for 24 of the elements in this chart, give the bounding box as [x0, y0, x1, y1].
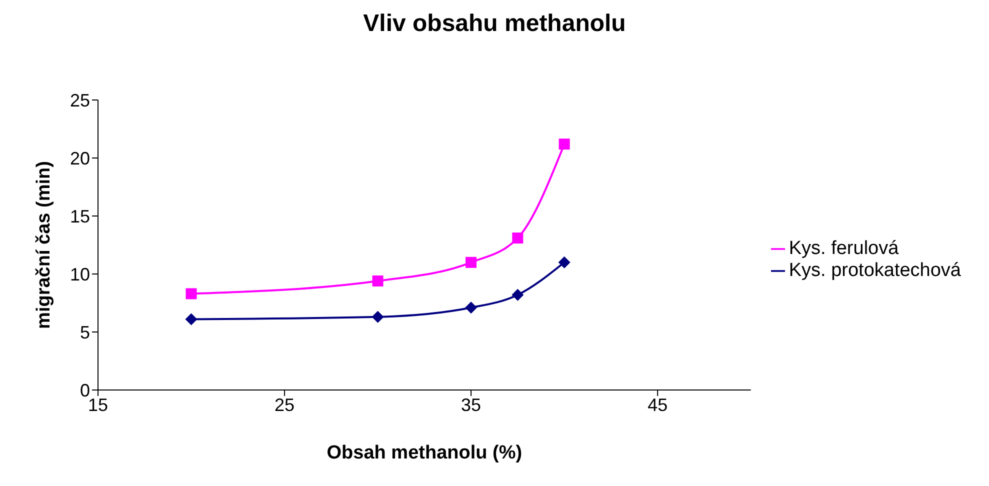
x-tick-label: 25: [274, 394, 295, 415]
y-tick-label: 15: [70, 206, 90, 226]
point: [558, 138, 570, 150]
point: [186, 288, 197, 300]
x-tick-label: 45: [648, 394, 668, 415]
point: [372, 310, 384, 323]
y-axis-title: migrační čas (min): [34, 161, 55, 329]
y-tick-label: 20: [70, 148, 90, 168]
point: [372, 275, 384, 286]
x-tick-label: 35: [461, 394, 482, 415]
point: [558, 256, 570, 268]
point: [185, 313, 198, 326]
legend-label: Kys. ferulová: [788, 238, 899, 259]
legend-label: Kys. protokatechová: [788, 260, 961, 281]
point: [512, 288, 524, 301]
y-tick-label: 25: [70, 90, 90, 110]
y-tick-label: 5: [80, 322, 90, 342]
y-tick-label: 0: [80, 380, 90, 400]
point: [466, 256, 477, 268]
point: [465, 302, 478, 314]
chart-title: Vliv obsahu methanolu: [362, 10, 627, 39]
point: [512, 232, 524, 244]
x-axis-title: Obsah methanolu (%): [326, 442, 522, 464]
y-tick-label: 10: [70, 264, 90, 284]
